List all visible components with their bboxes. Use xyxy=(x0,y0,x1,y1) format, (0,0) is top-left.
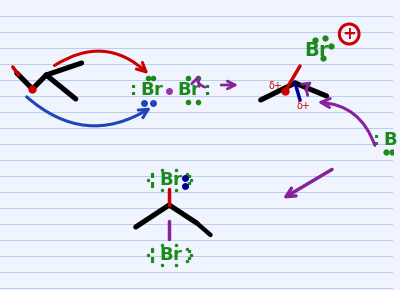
Text: +: + xyxy=(342,25,356,43)
FancyArrowPatch shape xyxy=(302,83,310,95)
Text: $\mathbf{Br}$: $\mathbf{Br}$ xyxy=(304,41,330,59)
Text: δ+: δ+ xyxy=(296,101,310,111)
FancyArrowPatch shape xyxy=(27,97,148,126)
Text: $\mathbf{:Br}$: $\mathbf{:Br}$ xyxy=(126,81,165,99)
Text: $\mathbf{Br:}$: $\mathbf{Br:}$ xyxy=(177,81,210,99)
FancyArrowPatch shape xyxy=(286,169,332,197)
FancyArrowPatch shape xyxy=(192,77,205,87)
Text: $\mathbf{:B}$: $\mathbf{:B}$ xyxy=(369,131,398,149)
FancyArrowPatch shape xyxy=(321,99,375,145)
Text: $\mathbf{:Br:}$: $\mathbf{:Br:}$ xyxy=(146,171,193,189)
FancyArrowPatch shape xyxy=(54,51,146,72)
Text: $\mathbf{:Br:}$: $\mathbf{:Br:}$ xyxy=(146,246,193,264)
Text: δ+: δ+ xyxy=(268,81,282,91)
